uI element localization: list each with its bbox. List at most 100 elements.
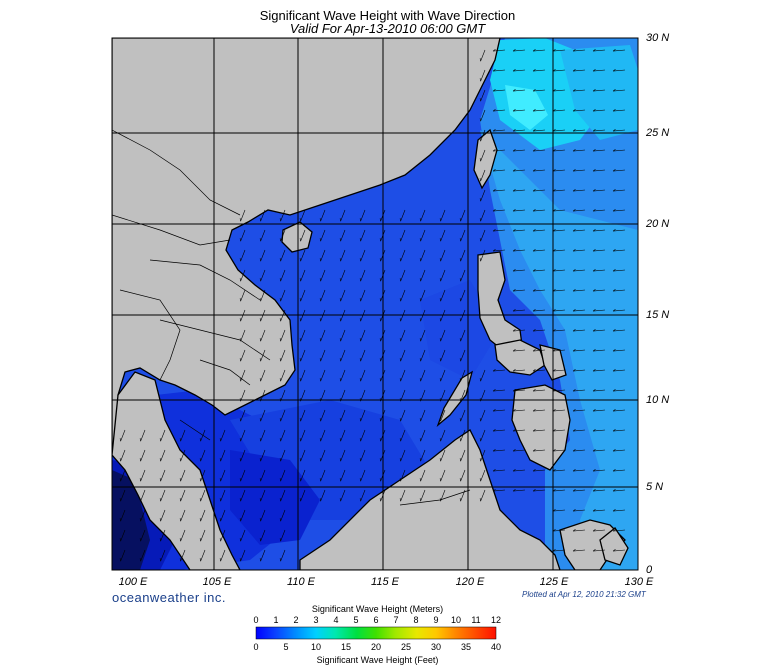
wave-arrow-head [279,498,281,502]
wave-arrow [573,269,586,272]
wave-arrow-head [359,318,361,322]
wave-arrow-head [159,518,161,522]
wave-arrow [400,469,406,482]
wave-arrow-head [532,189,536,192]
wave-arrow-head [299,398,301,402]
wave-arrow-head [479,158,481,162]
wave-arrow [320,409,326,422]
lon-label-120e: 120 E [455,576,485,588]
wave-arrow [553,349,566,352]
wave-arrow-head [512,309,516,312]
wave-arrow [240,369,246,382]
colorbar-title-meters: Significant Wave Height (Meters) [311,604,444,614]
wave-arrow [340,209,346,222]
wave-arrow-head [572,429,576,432]
sea-cyan-ne [560,45,638,140]
wave-arrow [240,469,246,482]
wave-arrow [553,109,566,112]
wave-arrow-head [459,298,461,302]
wave-arrow [613,349,626,352]
wave-arrow-head [119,438,121,442]
wave-arrow [320,489,326,502]
wave-arrow [420,429,426,442]
wave-arrow [240,209,246,222]
wave-arrow-head [479,218,481,222]
wave-arrow [240,289,246,302]
wave-arrow [573,409,586,412]
wave-arrow-head [612,89,616,92]
wave-arrow [340,429,346,442]
wave-arrow-head [592,229,596,232]
wave-arrow-head [419,278,421,282]
wave-arrow [613,249,626,252]
wave-arrow [300,269,306,282]
wave-arrow [280,529,286,542]
wave-arrow-head [459,338,461,342]
wave-arrow [513,149,526,152]
wave-arrow-head [532,69,536,72]
wave-arrow [300,309,306,322]
wave-arrow-head [319,278,321,282]
wave-arrow [420,229,426,242]
wave-arrow-head [399,498,401,502]
wave-arrow-head [592,249,596,252]
wave-arrow-head [299,218,301,222]
wave-arrow-head [279,558,281,562]
wave-arrow-head [612,429,616,432]
wave-arrow [340,389,346,402]
wave-arrow-head [592,469,596,472]
wave-arrow-head [512,189,516,192]
wave-arrow [440,409,446,422]
wave-arrow-head [532,149,536,152]
wave-arrow [400,389,406,402]
wave-arrow-head [552,509,556,512]
wave-arrow [480,229,486,242]
wave-arrow [480,489,486,502]
wave-arrow [513,269,526,272]
wave-arrow-head [592,509,596,512]
wave-arrow-head [419,398,421,402]
wave-arrow-head [339,238,341,242]
wave-arrow [533,429,546,432]
wave-arrow [300,369,306,382]
wave-arrow-head [379,338,381,342]
wave-arrow-head [612,369,616,372]
wave-arrow-head [572,89,576,92]
wave-arrow [480,169,486,182]
wave-arrow-head [592,129,596,132]
sea-lighter-east [480,130,638,570]
wave-arrow [480,69,486,82]
wave-arrow-head [572,129,576,132]
wave-arrow [240,389,246,402]
wave-arrow [220,469,226,482]
wave-arrow-head [592,329,596,332]
wave-arrow-head [552,89,556,92]
wave-arrow-head [239,558,241,562]
wave-arrow-head [399,338,401,342]
wave-arrow [420,409,426,422]
wave-arrow [180,509,186,522]
lat-label-25n: 25 N [646,127,670,139]
wave-arrow [160,429,166,442]
wave-arrow [460,409,466,422]
wave-arrow [340,269,346,282]
wave-arrow [573,469,586,472]
wave-arrow-head [552,249,556,252]
wave-arrow [340,289,346,302]
wave-arrow [260,409,266,422]
wave-arrow-head [612,129,616,132]
wave-arrow [220,429,226,442]
wave-arrow-head [299,278,301,282]
wave-arrow [493,189,506,192]
wave-arrow [160,549,166,562]
wave-arrow-head [419,458,421,462]
wave-arrow-head [612,489,616,492]
wave-arrow [573,429,586,432]
wave-arrow-head [179,458,181,462]
wave-arrow [460,489,466,502]
wave-arrow-head [159,538,161,542]
wave-arrow-head [612,449,616,452]
wave-arrow-head [399,458,401,462]
wave-arrow [493,229,506,232]
wave-arrow [320,209,326,222]
